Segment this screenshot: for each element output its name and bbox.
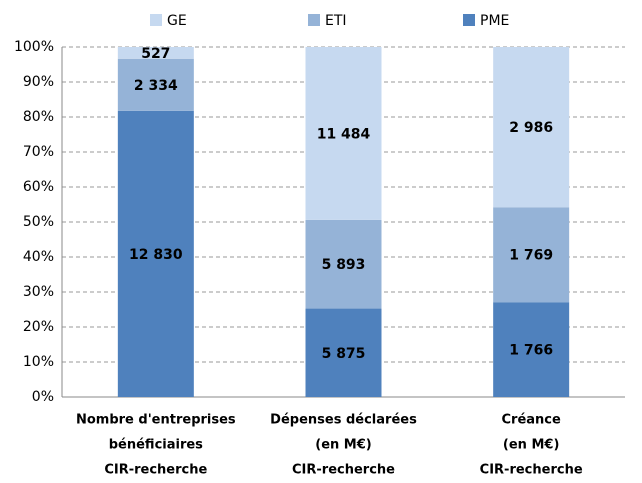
y-tick-label: 10% [23, 354, 54, 370]
x-tick-label: CIR-recherche [104, 463, 207, 478]
legend-swatch [308, 14, 320, 26]
bar-segment [117, 47, 194, 59]
x-tick-label: (en M€) [315, 438, 371, 453]
data-label: 527 [141, 46, 170, 62]
y-tick-label: 20% [23, 319, 54, 335]
bar-segment [305, 47, 382, 220]
y-tick-label: 50% [23, 214, 54, 230]
x-tick-label: (en M€) [503, 438, 559, 453]
y-tick-label: 60% [23, 179, 54, 195]
bar-segment [493, 302, 570, 397]
bar-segment [117, 110, 194, 398]
bar-segment [305, 308, 382, 397]
data-label: 2 334 [134, 78, 178, 94]
legend-swatch [150, 14, 162, 26]
x-tick-label: Dépenses déclarées [270, 413, 417, 428]
data-label: 12 830 [129, 247, 183, 263]
x-tick-label: CIR-recherche [292, 463, 395, 478]
legend-swatch [463, 14, 475, 26]
legend-label: GE [167, 13, 187, 29]
y-tick-label: 40% [23, 249, 54, 265]
y-tick-label: 80% [23, 109, 54, 125]
x-tick-label: Créance [502, 413, 562, 428]
x-tick-label: CIR-recherche [480, 463, 583, 478]
y-tick-label: 70% [23, 144, 54, 160]
bar-segment [305, 219, 382, 309]
x-tick-label: bénéficiaires [109, 438, 203, 453]
bar-segment [493, 207, 570, 303]
legend-label: ETI [325, 13, 347, 29]
data-label: 1 769 [509, 248, 553, 264]
y-tick-label: 100% [14, 39, 54, 55]
bar-segment [493, 47, 570, 208]
data-label: 5 875 [322, 346, 366, 362]
y-tick-label: 0% [32, 389, 54, 405]
data-label: 1 766 [509, 343, 553, 359]
legend-label: PME [480, 13, 509, 29]
data-label: 2 986 [509, 120, 553, 136]
y-tick-label: 90% [23, 74, 54, 90]
x-tick-label: Nombre d'entreprises [76, 413, 236, 428]
y-tick-label: 30% [23, 284, 54, 300]
data-label: 11 484 [317, 126, 371, 142]
bar-segment [117, 58, 194, 111]
data-label: 5 893 [322, 257, 366, 273]
